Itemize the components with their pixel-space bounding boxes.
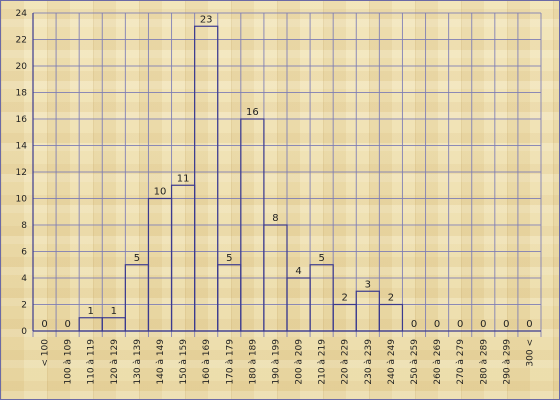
x-tick-label: 240 à 249: [387, 339, 397, 385]
y-tick-label: 6: [21, 248, 27, 258]
bar: [147, 197, 173, 332]
y-tick-label: 16: [16, 115, 28, 125]
data-label: 4: [295, 266, 301, 277]
x-tick-label: 250 à 259: [410, 339, 420, 385]
y-tick-label: 12: [16, 168, 27, 178]
y-tick-label: 10: [16, 195, 28, 205]
x-tick-label: 230 à 239: [364, 339, 374, 385]
bar: [355, 290, 380, 332]
data-label: 0: [526, 319, 532, 330]
data-label: 8: [272, 213, 278, 224]
data-label: 0: [41, 319, 47, 330]
data-label: 16: [246, 107, 259, 118]
bar: [378, 303, 404, 332]
x-tick-label: 220 à 229: [341, 339, 351, 385]
axes: [32, 13, 541, 332]
x-tick-label: 290 à 299: [502, 339, 512, 385]
y-tick-label: 0: [21, 327, 27, 337]
bar: [170, 184, 196, 332]
x-tick-label: 140 à 149: [156, 339, 166, 385]
x-tick-label: 180 à 189: [248, 339, 258, 385]
x-tick-label: 110 à 119: [87, 339, 97, 385]
x-tick-labels: < 100 100 à 109 110 à 119 120 à 129 130 à 13…: [41, 339, 536, 385]
x-tick-label: 160 à 169: [202, 339, 212, 385]
data-label: 11: [177, 173, 190, 184]
bar: [101, 317, 126, 332]
bar: [124, 264, 150, 332]
data-label: 0: [457, 319, 463, 330]
x-tick-label: 260 à 269: [433, 339, 443, 385]
y-tick-label: 18: [16, 89, 28, 99]
x-tick-label: 100 à 109: [64, 339, 74, 385]
data-label: 0: [64, 319, 70, 330]
x-tick-label: 120 à 129: [110, 339, 120, 385]
bar: [194, 25, 219, 332]
x-tick-label: 280 à 289: [479, 339, 489, 385]
data-label: 23: [200, 14, 213, 25]
x-tick-label: 270 à 279: [456, 339, 466, 385]
y-tick-label: 24: [16, 9, 28, 19]
y-tick-label: 4: [21, 274, 27, 284]
data-label: 5: [226, 253, 232, 264]
data-label: 0: [411, 319, 417, 330]
bar: [309, 264, 334, 332]
data-label: 0: [480, 319, 486, 330]
x-tick-label: 200 à 209: [295, 339, 305, 385]
bar: [78, 317, 103, 332]
x-tick-label: 170 à 179: [225, 339, 235, 385]
bar: [332, 303, 357, 332]
x-tick-label: 150 à 159: [179, 339, 189, 385]
y-tick-label: 22: [16, 36, 27, 46]
x-tick-label: 130 à 139: [133, 339, 143, 385]
x-tick-label: 300 <: [525, 339, 535, 367]
x-tick-label: 210 à 219: [318, 339, 328, 385]
data-label: 5: [134, 253, 140, 264]
y-tick-label: 14: [16, 142, 28, 152]
x-tick-label: < 100: [41, 339, 51, 367]
data-label: 10: [154, 187, 167, 198]
y-tick-label: 20: [16, 62, 28, 72]
x-tick-label: 190 à 199: [271, 339, 281, 385]
data-label: 5: [318, 253, 324, 264]
y-tick-label: 2: [21, 301, 27, 311]
data-label: 3: [365, 279, 371, 290]
data-label: 0: [503, 319, 509, 330]
data-label: 2: [342, 293, 348, 304]
data-label: 1: [111, 306, 117, 317]
bar: [217, 264, 242, 332]
data-label: 1: [88, 306, 94, 317]
data-label: 2: [388, 293, 394, 304]
y-tick-label: 8: [21, 221, 27, 231]
data-label: 0: [434, 319, 440, 330]
